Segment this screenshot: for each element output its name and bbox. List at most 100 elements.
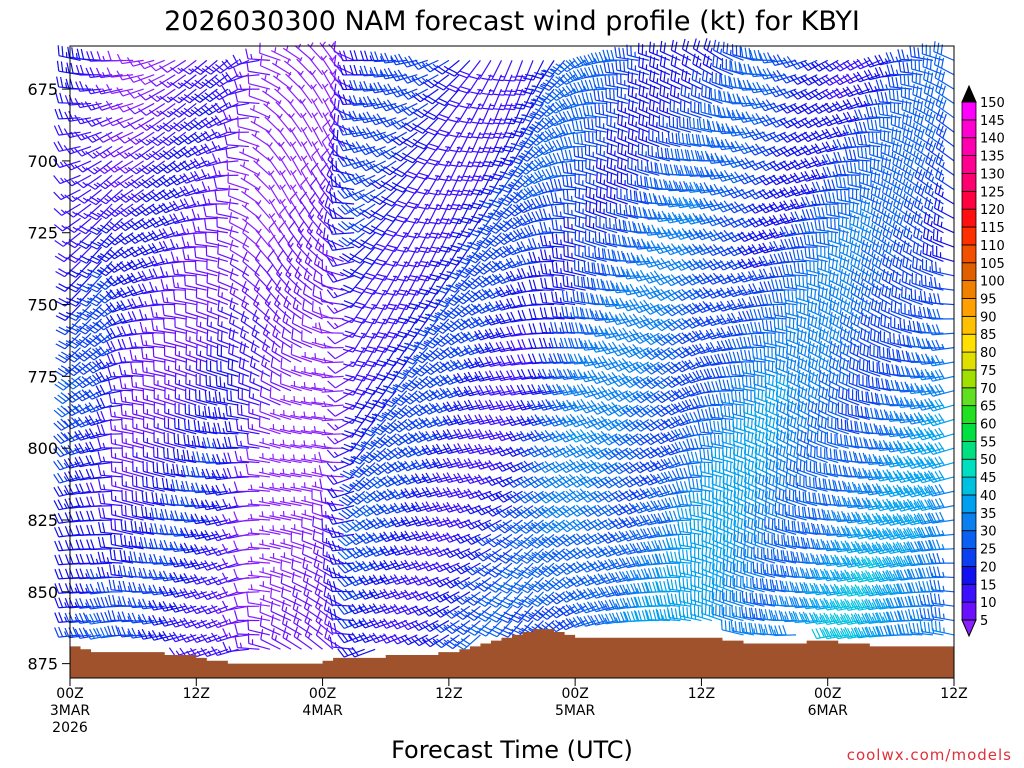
wind-barb (229, 297, 250, 320)
wind-barb (142, 460, 165, 478)
wind-barb (181, 236, 207, 248)
wind-barb (217, 243, 239, 263)
wind-barb (200, 499, 228, 511)
wind-barb (168, 601, 197, 613)
colorbar-label: 95 (980, 292, 997, 307)
wind-barb (200, 647, 229, 657)
wind-barb (116, 232, 144, 245)
wind-barb (85, 146, 113, 159)
wind-barb (225, 405, 250, 421)
wind-barb (228, 327, 250, 349)
wind-barb (171, 264, 197, 277)
x-tick-label: 6MAR (808, 703, 849, 719)
wind-barb (203, 405, 228, 421)
wind-barb (106, 246, 134, 260)
wind-barb (206, 359, 229, 377)
x-tick-label: 00Z (56, 686, 83, 702)
wind-barb (228, 342, 250, 363)
wind-barb (127, 146, 155, 160)
wind-barb (139, 309, 165, 320)
wind-barb (95, 117, 123, 127)
colorbar-segment (961, 173, 977, 192)
wind-barb (76, 232, 103, 250)
wind-barb (140, 334, 165, 349)
wind-barb (105, 100, 134, 111)
wind-barb (164, 402, 186, 421)
x-tick-label: 2026 (52, 720, 88, 736)
chart-title: 2026030300 NAM forecast wind profile (kt… (164, 6, 860, 37)
wind-barb (106, 67, 134, 78)
wind-barb (96, 410, 123, 422)
wind-barb (179, 173, 208, 184)
wind-barb (179, 617, 208, 629)
wind-barb (109, 549, 134, 564)
wind-barb (189, 145, 218, 157)
wind-barb (108, 392, 134, 406)
wind-barb (85, 84, 113, 95)
wind-barb (142, 475, 165, 492)
wind-barb (174, 316, 197, 334)
wind-barb (163, 417, 186, 435)
wind-barb (185, 302, 207, 320)
wind-barb (74, 627, 102, 639)
wind-barb (55, 318, 81, 336)
wind-barb (132, 460, 155, 478)
wind-barb (213, 406, 239, 421)
wind-barb (107, 366, 134, 378)
wind-barb (105, 315, 134, 326)
wind-barb (116, 274, 144, 286)
x-tick-label: 12Z (183, 686, 210, 702)
wind-barb (206, 315, 229, 334)
wind-barb (168, 631, 197, 643)
wind-barb (120, 504, 144, 521)
x-tick-label: 00Z (561, 686, 588, 702)
wind-barb (119, 377, 144, 392)
colorbar-segment (961, 512, 977, 532)
wind-barb (147, 230, 176, 241)
colorbar-label: 135 (980, 150, 1005, 165)
wind-barb (110, 519, 134, 535)
wind-barb (126, 88, 155, 99)
wind-barb (74, 114, 102, 125)
wind-barb (221, 59, 250, 70)
wind-barb (118, 351, 144, 363)
colorbar-segment (961, 440, 977, 460)
wind-barb (195, 273, 218, 291)
wind-barb (185, 344, 208, 363)
y-tick-label: 750 (27, 296, 58, 315)
wind-barb (226, 389, 250, 406)
colorbar-segment (961, 155, 977, 174)
wind-barb (185, 373, 207, 392)
wind-barb (85, 628, 113, 640)
wind-barb (211, 59, 239, 74)
colorbar-label: 65 (980, 400, 997, 415)
colorbar-label: 115 (980, 221, 1005, 236)
colorbar-label: 75 (980, 364, 997, 379)
colorbar-segment (961, 137, 977, 156)
wind-barb (164, 373, 186, 392)
wind-barb (66, 275, 92, 293)
wind-barb (109, 405, 134, 421)
colorbar-segment (961, 583, 977, 603)
wind-barb (174, 417, 197, 435)
colorbar-label: 105 (980, 257, 1005, 272)
wind-barb (179, 131, 208, 145)
colorbar-segment (961, 208, 977, 228)
wind-barb (85, 361, 113, 374)
wind-barb (74, 131, 102, 141)
wind-barb (160, 279, 186, 291)
y-tick-label: 875 (27, 655, 58, 674)
wind-barb (173, 303, 197, 320)
wind-barb (116, 246, 144, 259)
wind-barb (105, 131, 134, 142)
colorbar-label: 20 (980, 560, 997, 575)
colorbar-label: 25 (980, 543, 997, 558)
wind-barb (97, 536, 123, 550)
plot-area (53, 38, 955, 679)
colorbar-segment (961, 566, 977, 585)
wind-barb (96, 596, 123, 608)
wind-barb (116, 287, 144, 299)
wind-barb (169, 59, 197, 75)
wind-barb (158, 202, 186, 214)
